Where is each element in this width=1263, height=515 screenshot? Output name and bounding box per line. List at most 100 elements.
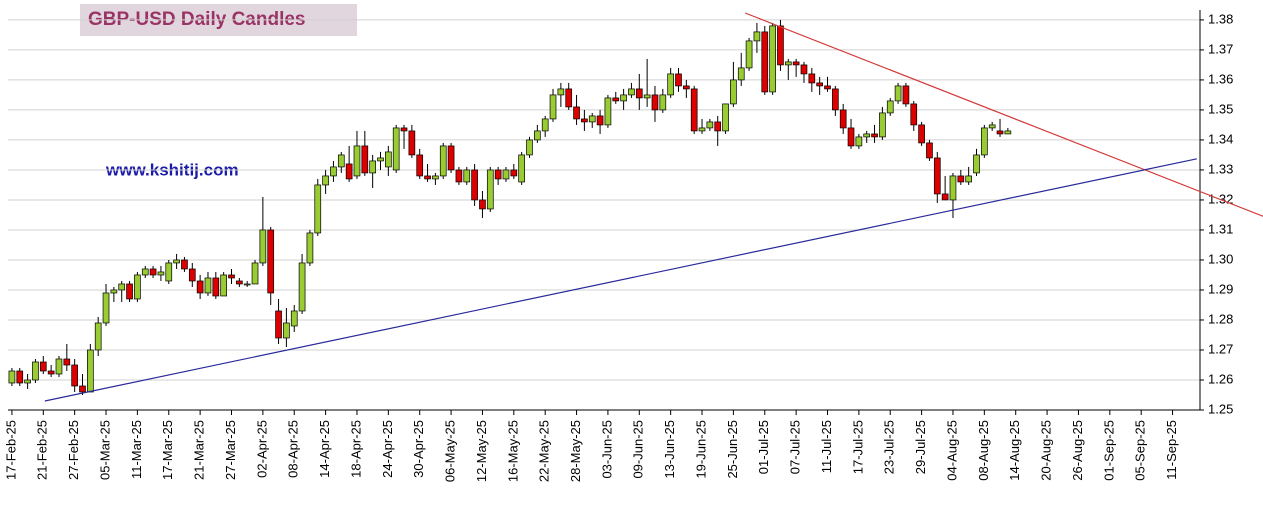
candle-body — [220, 274, 227, 297]
candle-body — [494, 169, 502, 180]
candle-body — [926, 142, 933, 159]
candle-body — [957, 175, 965, 183]
candle-body — [400, 127, 408, 132]
candle-body — [236, 280, 243, 285]
candle-body — [863, 133, 871, 138]
candle-body — [659, 94, 667, 111]
trend-line — [744, 12, 1263, 217]
y-tick-label: 1.28 — [1208, 311, 1233, 326]
candle-body — [886, 100, 894, 114]
y-tick-label: 1.31 — [1208, 221, 1233, 236]
candle-body — [306, 232, 314, 264]
candle-body — [392, 127, 400, 171]
x-tick-label: 21-Mar-25 — [192, 420, 207, 480]
y-tick-label: 1.25 — [1208, 401, 1233, 416]
candle-body — [879, 112, 886, 138]
candle-body — [39, 361, 47, 372]
candle-body — [604, 97, 612, 126]
candle-body — [933, 157, 941, 195]
candle-body — [471, 169, 478, 201]
candle-body — [259, 229, 267, 264]
y-tick-label: 1.26 — [1208, 371, 1233, 386]
candle-body — [126, 283, 133, 300]
candle-body — [612, 97, 620, 102]
candle-body — [32, 361, 39, 381]
candle-body — [910, 103, 918, 126]
candle-body — [541, 118, 549, 132]
x-tick-label: 22-May-25 — [537, 420, 552, 482]
candle-body — [79, 385, 86, 393]
candle-body — [188, 268, 196, 282]
candle-body — [973, 154, 980, 174]
candle-body — [479, 199, 486, 210]
candle-body — [832, 88, 839, 111]
candle-body — [157, 271, 165, 276]
y-tick-label: 1.29 — [1208, 281, 1233, 296]
x-tick-label: 05-Mar-25 — [97, 420, 112, 480]
x-tick-label: 29-Jul-25 — [913, 420, 928, 474]
candle-body — [581, 118, 588, 123]
x-tick-label: 02-Apr-25 — [254, 420, 269, 478]
candle-body — [165, 262, 173, 282]
candle-body — [526, 139, 533, 156]
candle-body — [800, 64, 808, 75]
trend-line — [44, 158, 1197, 402]
candle-body — [118, 283, 126, 291]
x-tick-label: 24-Apr-25 — [380, 420, 395, 478]
y-tick-label: 1.35 — [1208, 101, 1233, 116]
candle-body — [588, 115, 596, 123]
candle-body — [87, 349, 94, 393]
candle-body — [816, 82, 823, 87]
candle-body — [298, 262, 306, 312]
candle-body — [447, 145, 455, 171]
candle-body — [730, 79, 737, 105]
candle-body — [173, 259, 180, 264]
y-tick-label: 1.30 — [1208, 251, 1233, 266]
candle-body — [141, 268, 149, 276]
x-tick-label: 05-Sep-25 — [1133, 420, 1148, 481]
candle-body — [110, 289, 118, 294]
candle-body — [63, 358, 71, 366]
x-tick-label: 13-Jun-25 — [662, 420, 677, 479]
candle-body — [408, 130, 416, 156]
candle-body — [510, 169, 518, 177]
x-tick-label: 14-Aug-25 — [1007, 420, 1022, 481]
candle-body — [204, 277, 212, 294]
x-tick-label: 12-May-25 — [474, 420, 489, 482]
candle-body — [149, 268, 157, 276]
candle-body — [965, 175, 972, 183]
x-tick-label: 17-Jul-25 — [850, 420, 865, 474]
candle-body — [784, 61, 792, 66]
candle-body — [228, 274, 235, 279]
candle-body — [565, 88, 573, 108]
x-tick-label: 21-Feb-25 — [35, 420, 50, 480]
candle-body — [918, 124, 925, 144]
candle-body — [102, 292, 110, 324]
candle-body — [134, 274, 141, 300]
x-tick-label: 27-Mar-25 — [223, 420, 238, 480]
candle-body — [667, 73, 674, 96]
candle-body — [432, 175, 439, 180]
x-tick-label: 04-Aug-25 — [944, 420, 959, 481]
candle-body — [792, 61, 800, 66]
candle-body — [871, 133, 878, 138]
candle-body — [745, 40, 753, 69]
candle-body — [314, 184, 322, 234]
candle-body — [722, 103, 729, 132]
candle-body — [894, 85, 902, 102]
candle-body — [698, 127, 706, 132]
candle-body — [761, 31, 769, 93]
candle-body — [737, 67, 745, 81]
candle-body — [1004, 130, 1012, 135]
candle-body — [267, 229, 275, 294]
candle-body — [283, 322, 290, 339]
candle-body — [596, 115, 604, 126]
x-tick-label: 17-Feb-25 — [3, 420, 18, 480]
candle-body — [251, 262, 259, 285]
candle-body — [769, 25, 776, 93]
candle-body — [502, 169, 510, 180]
x-tick-label: 09-Jun-25 — [631, 420, 646, 479]
candle-body — [839, 109, 847, 129]
candle-body — [416, 154, 424, 177]
